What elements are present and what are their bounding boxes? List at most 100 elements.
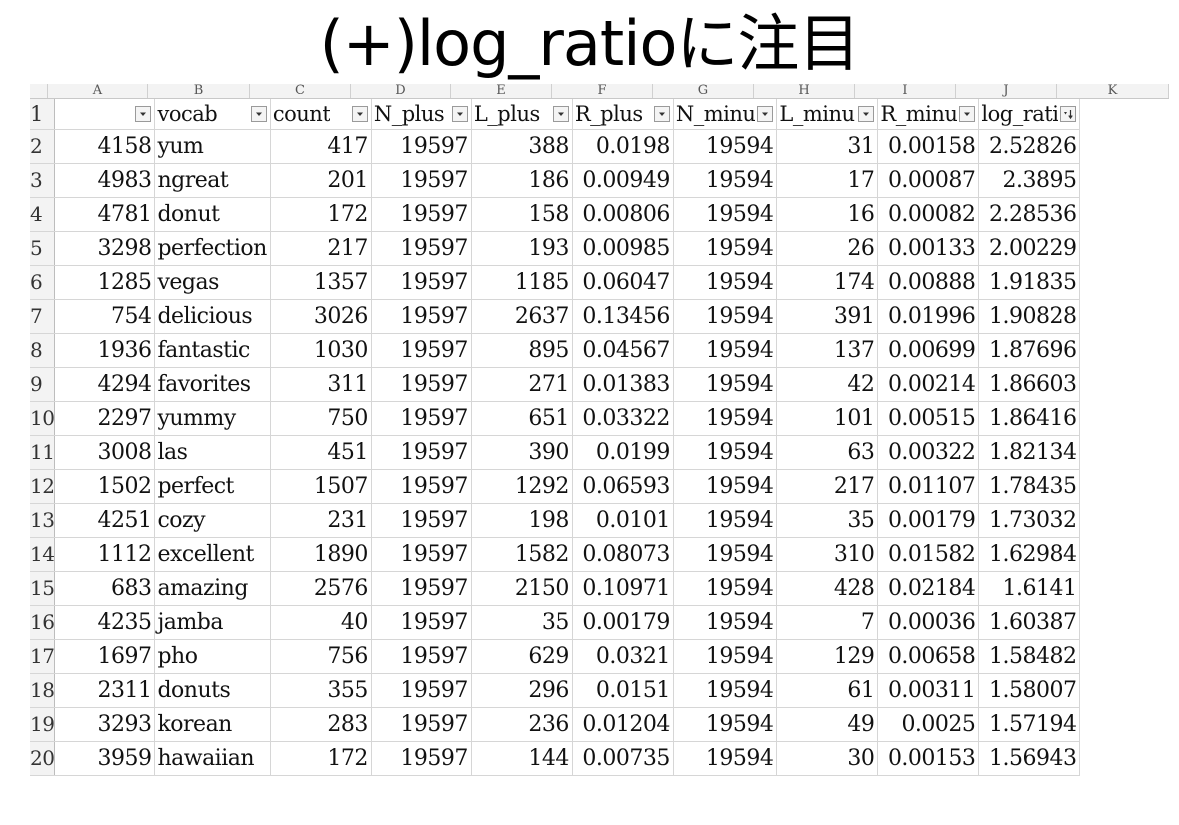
table-cell[interactable]: 1285 [54, 265, 156, 300]
table-cell[interactable]: 129 [776, 639, 879, 674]
table-cell[interactable]: 0.0199 [572, 435, 674, 470]
table-cell[interactable]: 1.56943 [978, 741, 1081, 776]
table-cell[interactable]: 101 [776, 401, 879, 436]
table-cell[interactable]: 19597 [371, 299, 472, 334]
table-cell[interactable]: delicious [154, 299, 271, 334]
table-cell[interactable]: 61 [776, 673, 879, 708]
table-cell[interactable]: 236 [471, 707, 573, 742]
table-cell[interactable]: 0.00658 [877, 639, 980, 674]
table-cell[interactable]: 4781 [54, 197, 156, 232]
column-letter-j[interactable]: J [956, 84, 1057, 98]
table-cell[interactable]: 19594 [673, 197, 778, 232]
table-cell[interactable]: favorites [154, 367, 271, 402]
table-cell[interactable]: 0.00985 [572, 231, 674, 266]
header-cell[interactable] [54, 99, 156, 130]
row-number[interactable]: 11 [30, 435, 56, 470]
table-cell[interactable]: 4251 [54, 503, 156, 538]
table-cell[interactable]: 417 [270, 129, 372, 164]
table-cell[interactable]: 0.0321 [572, 639, 674, 674]
table-cell[interactable]: 1.58007 [978, 673, 1081, 708]
table-cell[interactable]: 0.06593 [572, 469, 674, 504]
row-number[interactable]: 1 [30, 99, 56, 130]
table-cell[interactable]: 0.00214 [877, 367, 980, 402]
column-letter-k[interactable]: K [1057, 84, 1169, 98]
table-cell[interactable]: 2.28536 [978, 197, 1081, 232]
table-cell[interactable]: 0.00133 [877, 231, 980, 266]
table-cell[interactable]: 0.02184 [877, 571, 980, 606]
row-number[interactable]: 14 [30, 537, 56, 572]
table-cell[interactable]: 0.00311 [877, 673, 980, 708]
table-cell[interactable]: 0.06047 [572, 265, 674, 300]
table-cell[interactable]: fantastic [154, 333, 271, 368]
column-letter-b[interactable]: B [148, 84, 250, 98]
table-cell[interactable]: 3293 [54, 707, 156, 742]
table-cell[interactable]: 19594 [673, 707, 778, 742]
table-cell[interactable]: 390 [471, 435, 573, 470]
table-cell[interactable]: 19597 [371, 333, 472, 368]
table-cell[interactable]: 35 [776, 503, 879, 538]
table-cell[interactable]: 296 [471, 673, 573, 708]
row-number[interactable]: 2 [30, 129, 56, 164]
table-cell[interactable]: hawaiian [154, 741, 271, 776]
table-cell[interactable]: 0.00082 [877, 197, 980, 232]
table-cell[interactable]: 1.82134 [978, 435, 1081, 470]
table-cell[interactable]: 19597 [371, 401, 472, 436]
table-cell[interactable]: 1936 [54, 333, 156, 368]
table-cell[interactable]: 1357 [270, 265, 372, 300]
table-cell[interactable]: 19594 [673, 741, 778, 776]
table-cell[interactable]: 355 [270, 673, 372, 708]
table-cell[interactable]: 271 [471, 367, 573, 402]
row-number[interactable]: 20 [30, 741, 56, 776]
table-cell[interactable]: 186 [471, 163, 573, 198]
table-cell[interactable]: 451 [270, 435, 372, 470]
table-cell[interactable]: 4235 [54, 605, 156, 640]
table-cell[interactable]: 49 [776, 707, 879, 742]
table-cell[interactable]: 0.00888 [877, 265, 980, 300]
table-cell[interactable]: 19594 [673, 265, 778, 300]
table-cell[interactable]: 651 [471, 401, 573, 436]
table-cell[interactable]: 1502 [54, 469, 156, 504]
table-cell[interactable]: 0.13456 [572, 299, 674, 334]
table-cell[interactable]: 19594 [673, 605, 778, 640]
filter-dropdown-icon[interactable] [451, 105, 468, 122]
table-cell[interactable]: 19594 [673, 231, 778, 266]
table-cell[interactable]: 19594 [673, 333, 778, 368]
table-cell[interactable]: 0.01383 [572, 367, 674, 402]
table-cell[interactable]: 2637 [471, 299, 573, 334]
table-cell[interactable]: 19597 [371, 503, 472, 538]
header-cell[interactable]: count [270, 99, 372, 130]
table-cell[interactable]: 19594 [673, 367, 778, 402]
table-cell[interactable]: 19594 [673, 469, 778, 504]
table-cell[interactable]: 19597 [371, 265, 472, 300]
filter-dropdown-icon[interactable] [757, 105, 774, 122]
table-cell[interactable]: 0.08073 [572, 537, 674, 572]
table-cell[interactable]: 19597 [371, 571, 472, 606]
table-cell[interactable]: 0.00153 [877, 741, 980, 776]
row-number[interactable]: 7 [30, 299, 56, 334]
table-cell[interactable]: 1582 [471, 537, 573, 572]
table-cell[interactable]: 19594 [673, 639, 778, 674]
table-cell[interactable]: 0.00699 [877, 333, 980, 368]
filter-dropdown-icon[interactable] [653, 105, 670, 122]
table-cell[interactable]: 0.00322 [877, 435, 980, 470]
table-cell[interactable]: 137 [776, 333, 879, 368]
table-cell[interactable]: 1.86603 [978, 367, 1081, 402]
table-cell[interactable]: 310 [776, 537, 879, 572]
header-cell[interactable]: vocab [154, 99, 271, 130]
table-cell[interactable]: 0.0101 [572, 503, 674, 538]
table-cell[interactable]: ngreat [154, 163, 271, 198]
table-cell[interactable]: 3008 [54, 435, 156, 470]
table-cell[interactable]: 19594 [673, 435, 778, 470]
table-cell[interactable]: 683 [54, 571, 156, 606]
table-cell[interactable]: 30 [776, 741, 879, 776]
table-cell[interactable]: 19597 [371, 673, 472, 708]
table-cell[interactable]: 201 [270, 163, 372, 198]
table-cell[interactable]: 1.86416 [978, 401, 1081, 436]
table-cell[interactable]: 26 [776, 231, 879, 266]
table-cell[interactable]: 40 [270, 605, 372, 640]
table-cell[interactable]: 1.73032 [978, 503, 1081, 538]
column-letter-f[interactable]: F [552, 84, 653, 98]
table-cell[interactable]: 1.57194 [978, 707, 1081, 742]
table-cell[interactable]: 19594 [673, 503, 778, 538]
table-cell[interactable]: 2.00229 [978, 231, 1081, 266]
